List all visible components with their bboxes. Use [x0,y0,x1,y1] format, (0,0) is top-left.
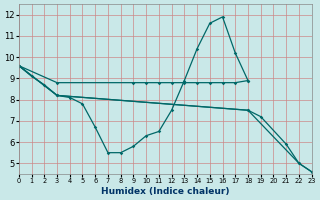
X-axis label: Humidex (Indice chaleur): Humidex (Indice chaleur) [101,187,229,196]
